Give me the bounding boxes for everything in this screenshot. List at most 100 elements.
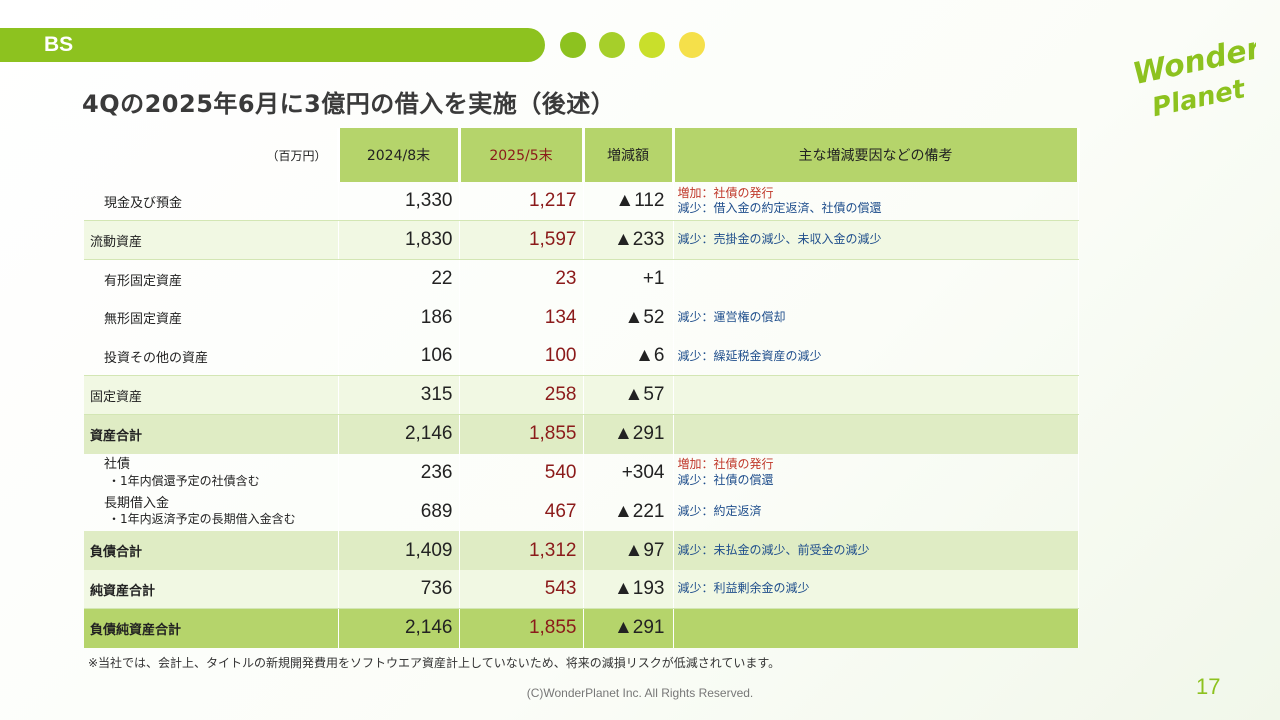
value-diff: ▲52 bbox=[583, 298, 674, 338]
row-note: 減少：繰延税金資産の減少 bbox=[673, 337, 1079, 377]
value-curr: 1,855 bbox=[459, 608, 584, 648]
value-diff: ▲291 bbox=[583, 608, 674, 648]
table-row: 投資その他の資産 106 100 ▲6 減少：繰延税金資産の減少 bbox=[84, 337, 1079, 377]
value-prev: 736 bbox=[338, 569, 460, 610]
row-label-sub: ・1年内返済予定の長期借入金含む bbox=[108, 512, 296, 527]
value-prev: 186 bbox=[338, 298, 460, 338]
section-header-bar bbox=[0, 28, 545, 62]
value-diff: ▲6 bbox=[583, 337, 674, 377]
note-decrease: 減少：未払金の減少、前受金の減少 bbox=[677, 542, 870, 557]
table-row: 流動資産 1,830 1,597 ▲233 減少：売掛金の減少、未収入金の減少 bbox=[84, 220, 1079, 261]
page-number: 17 bbox=[1196, 674, 1221, 699]
copyright: (C)WonderPlanet Inc. All Rights Reserved… bbox=[0, 686, 1280, 700]
value-diff: +1 bbox=[583, 259, 674, 299]
table-row: 純資産合計 736 543 ▲193 減少：利益剰余金の減少 bbox=[84, 569, 1079, 610]
value-prev: 22 bbox=[338, 259, 460, 299]
value-prev: 106 bbox=[338, 337, 460, 377]
unit-label: （百万円） bbox=[84, 128, 340, 182]
row-label: 社債 ・1年内償還予定の社債含む bbox=[84, 453, 339, 493]
row-label: 流動資産 bbox=[84, 220, 339, 261]
col-header-notes: 主な増減要因などの備考 bbox=[673, 128, 1080, 182]
value-curr: 23 bbox=[459, 259, 584, 299]
slide-title: 4Qの2025年6月に3億円の借入を実施（後述） bbox=[82, 90, 616, 118]
decor-dot-1 bbox=[560, 32, 586, 58]
table-row-total: 資産合計 2,146 1,855 ▲291 bbox=[84, 414, 1079, 454]
value-curr: 100 bbox=[459, 337, 584, 377]
row-note: 増加：社債の発行 減少：借入金の約定返済、社債の償還 bbox=[673, 182, 1079, 222]
note-decrease: 減少：約定返済 bbox=[677, 503, 762, 518]
note-decrease: 減少：繰延税金資産の減少 bbox=[677, 348, 822, 363]
note-decrease: 減少：運営権の償却 bbox=[677, 309, 786, 324]
row-label: 長期借入金 ・1年内返済予定の長期借入金含む bbox=[84, 492, 339, 532]
value-curr: 134 bbox=[459, 298, 584, 338]
value-curr: 543 bbox=[459, 569, 584, 610]
row-label-main: 長期借入金 bbox=[104, 496, 170, 512]
value-curr: 1,312 bbox=[459, 531, 584, 570]
row-label: 固定資産 bbox=[84, 375, 339, 416]
value-diff: ▲112 bbox=[583, 182, 674, 222]
table-row: 有形固定資産 22 23 +1 bbox=[84, 259, 1079, 299]
value-diff: ▲221 bbox=[583, 492, 674, 532]
row-note bbox=[673, 259, 1079, 299]
decor-dot-3 bbox=[639, 32, 665, 58]
col-header-prev: 2024/8末 bbox=[338, 128, 461, 182]
row-note bbox=[673, 608, 1079, 648]
value-diff: ▲291 bbox=[583, 414, 674, 454]
footnote: ※当社では、会計上、タイトルの新規開発費用をソフトウエア資産計上していないため、… bbox=[88, 656, 781, 670]
note-decrease: 減少：売掛金の減少、未収入金の減少 bbox=[677, 232, 882, 247]
note-increase: 増加：社債の発行 bbox=[677, 457, 774, 472]
value-diff: +304 bbox=[583, 453, 674, 493]
value-curr: 1,217 bbox=[459, 182, 584, 222]
row-note: 減少：運営権の償却 bbox=[673, 298, 1079, 338]
value-prev: 1,409 bbox=[338, 531, 460, 570]
row-note: 減少：売掛金の減少、未収入金の減少 bbox=[673, 220, 1079, 261]
row-note: 増加：社債の発行 減少：社債の償還 bbox=[673, 453, 1079, 493]
wonderplanet-logo: Wonder Planet bbox=[1130, 30, 1256, 122]
value-curr: 258 bbox=[459, 375, 584, 416]
table-row-grand-total: 負債純資産合計 2,146 1,855 ▲291 bbox=[84, 608, 1079, 648]
value-prev: 236 bbox=[338, 453, 460, 493]
col-header-diff: 増減額 bbox=[583, 128, 675, 182]
note-decrease: 減少：借入金の約定返済、社債の償還 bbox=[677, 201, 882, 216]
value-curr: 1,855 bbox=[459, 414, 584, 454]
decor-dot-4 bbox=[679, 32, 705, 58]
table-row: 固定資産 315 258 ▲57 bbox=[84, 375, 1079, 416]
table-row: 無形固定資産 186 134 ▲52 減少：運営権の償却 bbox=[84, 298, 1079, 338]
copyright-text: (C)WonderPlanet Inc. All Rights Reserved… bbox=[526, 686, 754, 700]
value-curr: 1,597 bbox=[459, 220, 584, 261]
row-label: 負債合計 bbox=[84, 531, 339, 570]
row-note: 減少：約定返済 bbox=[673, 492, 1079, 532]
table-row: 現金及び預金 1,330 1,217 ▲112 増加：社債の発行 減少：借入金の… bbox=[84, 182, 1079, 222]
value-prev: 1,830 bbox=[338, 220, 460, 261]
value-prev: 2,146 bbox=[338, 608, 460, 648]
note-decrease: 減少：利益剰余金の減少 bbox=[677, 581, 810, 596]
row-label: 有形固定資産 bbox=[84, 259, 339, 299]
row-label-sub: ・1年内償還予定の社債含む bbox=[108, 473, 260, 488]
row-note bbox=[673, 414, 1079, 454]
row-label: 投資その他の資産 bbox=[84, 337, 339, 377]
col-header-curr: 2025/5末 bbox=[459, 128, 585, 182]
row-label: 現金及び預金 bbox=[84, 182, 339, 222]
row-note bbox=[673, 375, 1079, 416]
row-label: 純資産合計 bbox=[84, 569, 339, 610]
row-label: 無形固定資産 bbox=[84, 298, 339, 338]
value-curr: 540 bbox=[459, 453, 584, 493]
row-label-main: 社債 bbox=[104, 457, 131, 473]
table-row-total: 負債合計 1,409 1,312 ▲97 減少：未払金の減少、前受金の減少 bbox=[84, 531, 1079, 570]
note-increase: 増加：社債の発行 bbox=[677, 185, 774, 200]
value-diff: ▲193 bbox=[583, 569, 674, 610]
value-prev: 2,146 bbox=[338, 414, 460, 454]
row-note: 減少：未払金の減少、前受金の減少 bbox=[673, 531, 1079, 570]
value-prev: 1,330 bbox=[338, 182, 460, 222]
row-note: 減少：利益剰余金の減少 bbox=[673, 569, 1079, 610]
note-decrease: 減少：社債の償還 bbox=[677, 472, 774, 487]
value-diff: ▲233 bbox=[583, 220, 674, 261]
value-prev: 315 bbox=[338, 375, 460, 416]
row-label: 負債純資産合計 bbox=[84, 608, 339, 648]
value-diff: ▲57 bbox=[583, 375, 674, 416]
decor-dot-2 bbox=[599, 32, 625, 58]
table-row: 長期借入金 ・1年内返済予定の長期借入金含む 689 467 ▲221 減少：約… bbox=[84, 492, 1079, 532]
section-label: BS bbox=[44, 33, 74, 56]
value-curr: 467 bbox=[459, 492, 584, 532]
value-prev: 689 bbox=[338, 492, 460, 532]
